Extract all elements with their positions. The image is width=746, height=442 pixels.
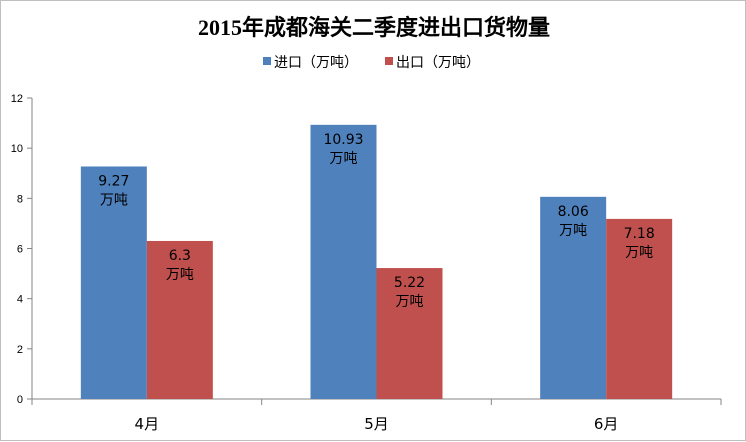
legend-label-1: 进口（万吨） [274,55,358,71]
data-label: 万吨 [625,245,653,261]
data-label: 万吨 [100,192,128,208]
data-label: 万吨 [166,267,194,283]
data-label: 5.22 [394,275,425,291]
bar-export-2 [376,268,443,399]
data-labels: 9.27 万吨 6.3 万吨 10.93 万吨 5.22 万吨 8.06 万吨 7.18 万吨 [98,132,655,310]
bar-export-1 [146,240,213,399]
data-label: 8.06 [558,204,589,220]
bars [80,124,673,399]
y-tick-label: 12 [11,93,23,105]
y-tick-label: 8 [17,193,23,205]
y-tick-label: 2 [17,344,23,356]
legend: 进口（万吨） 出口（万吨） [263,55,480,71]
x-tick-label: 5月 [364,415,389,433]
data-label: 10.93 [323,132,363,148]
bar-import-2 [310,124,377,399]
data-label: 万吨 [330,151,358,167]
x-tick-label: 4月 [135,415,160,433]
legend-swatch-1 [263,57,271,65]
y-tick-label: 6 [17,244,23,256]
data-label: 7.18 [624,226,655,242]
x-tick-label: 6月 [594,415,619,433]
data-label: 万吨 [559,223,587,239]
y-tick-label: 10 [11,143,23,155]
bar-import-1 [80,166,147,399]
y-tick-label: 4 [17,294,23,306]
legend-label-2: 出口（万吨） [396,55,480,71]
x-axis: 4月 5月 6月 [31,398,722,433]
bar-export-3 [606,218,673,399]
y-axis: 0 2 4 6 8 10 12 [11,93,33,406]
data-label: 6.3 [169,248,191,264]
data-label: 9.27 [98,173,129,189]
chart-title: 2015年成都海关二季度进出口货物量 [198,15,550,40]
y-tick-label: 0 [17,394,23,406]
legend-swatch-2 [385,57,393,65]
bar-import-3 [540,196,607,399]
data-label: 万吨 [396,294,424,310]
